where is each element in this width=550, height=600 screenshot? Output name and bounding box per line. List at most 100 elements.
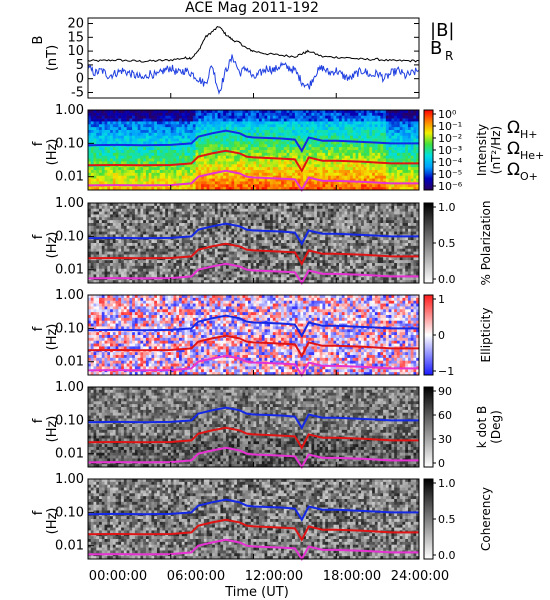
spectrogram-cell bbox=[173, 245, 177, 250]
spectrogram-cell bbox=[101, 112, 105, 117]
spectrogram-cell bbox=[374, 127, 378, 131]
spectrogram-cell bbox=[123, 115, 127, 119]
spectrogram-cell bbox=[148, 147, 152, 151]
spectrogram-cell bbox=[259, 187, 263, 191]
spectrogram-cell bbox=[129, 280, 133, 284]
spectrogram-cell bbox=[316, 161, 320, 165]
spectrogram-cell bbox=[118, 161, 122, 165]
spectrogram-cell bbox=[308, 115, 312, 119]
spectrogram-cell bbox=[145, 274, 149, 278]
spectrogram-cell bbox=[162, 158, 166, 162]
spectrogram-cell bbox=[242, 138, 246, 142]
spectrogram-cell bbox=[190, 155, 194, 159]
spectrogram-cell bbox=[112, 211, 116, 215]
spectrogram-cell bbox=[148, 187, 152, 191]
spectrogram-cell bbox=[165, 172, 169, 177]
spectrogram-cell bbox=[374, 112, 378, 117]
spectrogram-cell bbox=[206, 155, 210, 159]
spectrogram-cell bbox=[234, 274, 238, 278]
spectrogram-cell bbox=[167, 254, 172, 258]
spectrogram-cell bbox=[372, 132, 376, 137]
spectrogram-cell bbox=[176, 118, 180, 122]
spectrogram-cell bbox=[203, 248, 207, 252]
spectrogram-cell bbox=[126, 214, 130, 218]
spectrogram-cell bbox=[336, 110, 340, 114]
spectrogram-cell bbox=[148, 170, 152, 174]
spectrogram-cell bbox=[118, 110, 122, 114]
spectrogram-cell bbox=[129, 231, 133, 235]
spectrogram-cell bbox=[110, 211, 114, 215]
spectrogram-cell bbox=[151, 214, 155, 218]
spectrogram-cell bbox=[319, 161, 323, 165]
spectrogram-cell bbox=[300, 178, 304, 182]
spectrogram-cell bbox=[151, 251, 155, 255]
spectrogram-cell bbox=[181, 240, 185, 244]
spectrogram-cell bbox=[261, 132, 265, 137]
spectrogram-cell bbox=[416, 144, 420, 148]
spectrogram-cell bbox=[234, 208, 238, 212]
spectrogram-cell bbox=[217, 205, 221, 210]
spectrogram-cell bbox=[223, 152, 227, 157]
spectrogram-cell bbox=[88, 110, 92, 114]
spectrogram-cell bbox=[330, 147, 334, 151]
spectrogram-cell bbox=[129, 175, 133, 179]
spectrogram-cell bbox=[225, 161, 229, 165]
spectrogram-cell bbox=[112, 203, 116, 207]
spectrogram-cell bbox=[264, 121, 268, 125]
spectrogram-cell bbox=[184, 115, 188, 119]
spectrogram-cell bbox=[132, 234, 136, 238]
spectrogram-cell bbox=[231, 127, 235, 131]
spectrogram-cell bbox=[187, 220, 191, 224]
spectrogram-cell bbox=[239, 228, 243, 232]
y-tick-label: 1.00 bbox=[55, 103, 84, 118]
spectrogram-cell bbox=[225, 228, 229, 232]
spectrogram-cell bbox=[129, 205, 133, 210]
spectrogram-cell bbox=[179, 257, 183, 261]
spectrogram-cell bbox=[223, 245, 227, 250]
spectrogram-cell bbox=[212, 245, 216, 250]
spectrogram-cell bbox=[256, 187, 260, 191]
spectrogram-cell bbox=[143, 217, 147, 221]
spectrogram-cell bbox=[316, 167, 320, 171]
plot-area bbox=[88, 18, 419, 98]
spectrogram-cell bbox=[173, 263, 177, 267]
spectrogram-cell bbox=[355, 147, 359, 151]
spectrogram-cell bbox=[281, 181, 285, 185]
spectrogram-cell bbox=[214, 234, 218, 238]
spectrogram-cell bbox=[90, 132, 94, 137]
spectrogram-cell bbox=[140, 135, 144, 139]
spectrogram-cell bbox=[137, 187, 141, 191]
spectrogram-cell bbox=[195, 112, 199, 117]
spectrogram-cell bbox=[201, 257, 205, 261]
spectrogram-cell bbox=[394, 127, 398, 131]
spectrogram-cell bbox=[201, 237, 205, 241]
spectrogram-cell bbox=[110, 243, 114, 247]
y-tick-label: 0 bbox=[76, 72, 84, 87]
spectrogram-cell bbox=[322, 132, 326, 137]
spectrogram-cell bbox=[126, 240, 130, 244]
spectrogram-cell bbox=[192, 268, 196, 272]
spectrogram-cell bbox=[184, 112, 188, 117]
spectrogram-cell bbox=[239, 112, 243, 117]
spectrogram-cell bbox=[99, 112, 103, 117]
spectrogram-cell bbox=[330, 118, 334, 122]
spectrogram-cell bbox=[173, 248, 177, 252]
spectrogram-cell bbox=[96, 223, 100, 227]
colorbar-unit: (nT²/Hz) bbox=[489, 126, 503, 174]
spectrogram-cell bbox=[140, 208, 144, 212]
spectrogram-cell bbox=[126, 181, 130, 185]
spectrogram-cell bbox=[245, 130, 249, 134]
spectrogram-cell bbox=[352, 124, 356, 128]
spectrogram-cell bbox=[162, 141, 166, 145]
spectrogram-cell bbox=[201, 248, 205, 252]
spectrogram-cell bbox=[115, 178, 119, 182]
spectrogram-cell bbox=[275, 175, 279, 179]
spectrogram-cell bbox=[198, 217, 202, 221]
spectrogram-cell bbox=[179, 203, 183, 207]
spectrogram-cell bbox=[195, 178, 199, 182]
spectrogram-cell bbox=[90, 268, 94, 272]
spectrogram-cell bbox=[319, 155, 323, 159]
spectrogram-cell bbox=[283, 175, 287, 179]
spectrogram-cell bbox=[234, 161, 238, 165]
spectrogram-cell bbox=[270, 115, 274, 119]
